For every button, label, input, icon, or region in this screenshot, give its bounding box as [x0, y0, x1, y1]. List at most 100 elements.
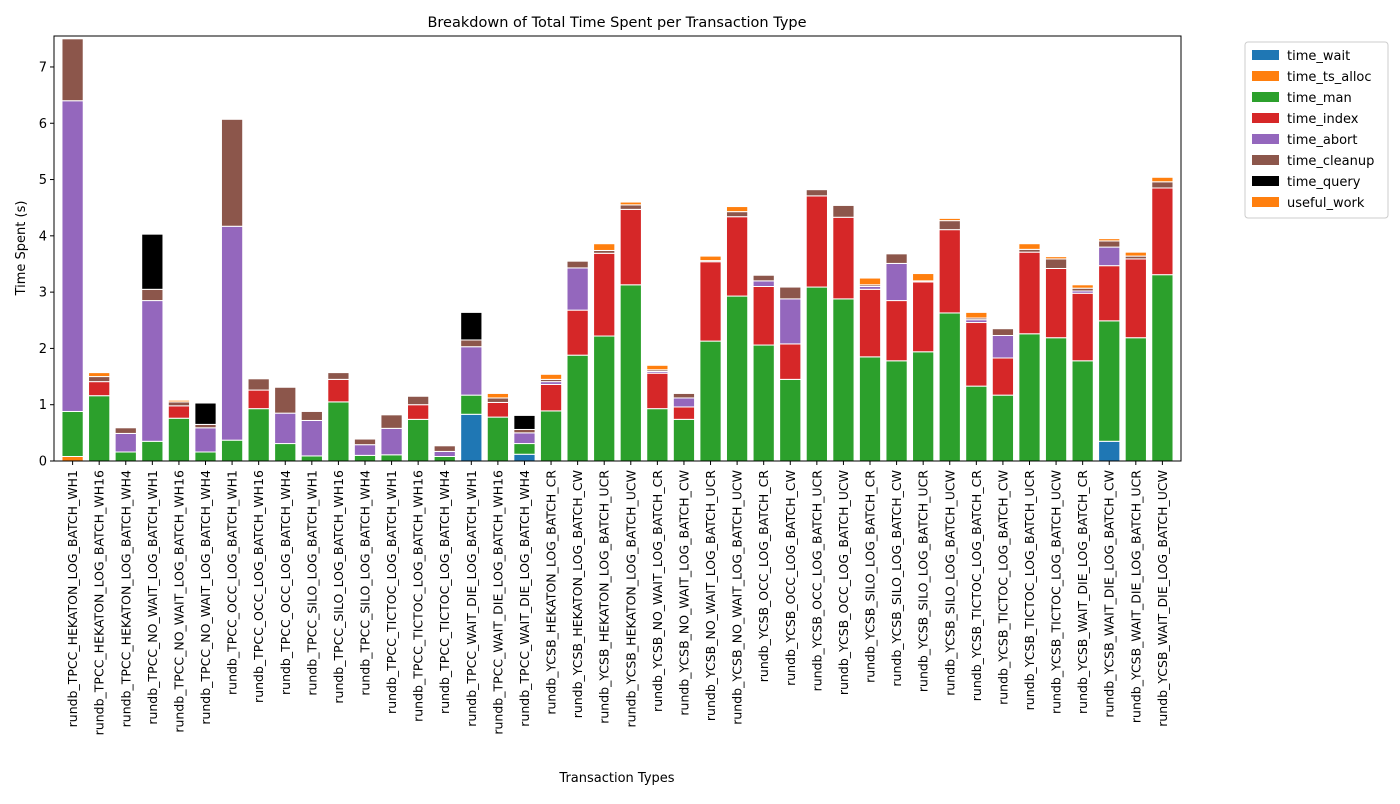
bar-segment-time_wait — [460, 413, 483, 462]
x-tick-label: rundb_TPCC_NO_WAIT_LOG_BATCH_WH4 — [198, 470, 213, 725]
x-tick-label: rundb_TPCC_WAIT_DIE_LOG_BATCH_WH16 — [490, 470, 505, 735]
x-tick-label: rundb_YCSB_WAIT_DIE_LOG_BATCH_CW — [1102, 470, 1117, 718]
bar-segment-time_cleanup — [61, 38, 84, 102]
legend-swatch — [1252, 134, 1279, 144]
x-tick-label: rundb_TPCC_HEKATON_LOG_BATCH_WH1 — [65, 470, 80, 727]
bar-segment-time_index — [593, 252, 616, 337]
bar-segment-time_man — [1124, 337, 1147, 462]
bar-segment-time_abort — [1098, 246, 1121, 267]
x-tick-label: rundb_TPCC_OCC_LOG_BATCH_WH4 — [278, 470, 293, 695]
bar-segment-time_cleanup — [300, 410, 323, 421]
bar-segment-time_abort — [141, 300, 164, 442]
bar-segment-time_man — [593, 335, 616, 462]
x-tick-label: rundb_YCSB_OCC_LOG_BATCH_UCW — [836, 470, 851, 695]
x-tick-label: rundb_TPCC_TICTOC_LOG_BATCH_WH1 — [384, 470, 399, 714]
bar-segment-useful_work — [486, 392, 510, 399]
x-tick-label: rundb_YCSB_TICTOC_LOG_BATCH_UCW — [1049, 470, 1064, 714]
bar-segment-time_man — [380, 454, 403, 462]
bar-segment-time_index — [1124, 258, 1147, 339]
bar-segment-time_abort — [433, 450, 456, 457]
bar-segment-useful_work — [1124, 251, 1147, 257]
bar-segment-time_cleanup — [220, 118, 244, 227]
bar-segment-time_abort — [460, 346, 483, 396]
legend-label: time_ts_alloc — [1287, 70, 1372, 85]
bar-segment-time_abort — [672, 397, 696, 408]
bar-segment-useful_work — [593, 243, 616, 251]
bar-segment-time_man — [672, 418, 696, 462]
bar-segment-time_index — [88, 381, 111, 397]
bar-segment-time_man — [407, 418, 430, 462]
bar-segment-time_cleanup — [619, 204, 642, 210]
bar-segment-time_cleanup — [88, 376, 111, 383]
bar-segment-time_index — [699, 261, 722, 342]
bar-segment-time_man — [858, 356, 882, 462]
x-tick-label: rundb_YCSB_SILO_LOG_BATCH_UCW — [942, 470, 957, 696]
legend-label: useful_work — [1287, 196, 1365, 211]
bar-segment-time_abort — [194, 427, 217, 453]
bar-segment-time_man — [699, 340, 722, 462]
bar-segment-time_man — [779, 378, 802, 462]
y-tick-label: 4 — [39, 229, 47, 244]
x-tick-label: rundb_YCSB_OCC_LOG_BATCH_UCR — [809, 470, 824, 692]
bar-segment-useful_work — [1018, 243, 1041, 250]
y-tick-label: 1 — [39, 398, 47, 413]
bar-segment-useful_work — [1098, 238, 1121, 242]
bar-segment-time_abort — [274, 412, 297, 445]
x-tick-label: rundb_TPCC_SILO_LOG_BATCH_WH1 — [304, 470, 319, 696]
legend-swatch — [1252, 50, 1279, 60]
bar-segment-time_cleanup — [380, 414, 403, 429]
bar-segment-time_man — [61, 410, 84, 457]
bar-segment-time_man — [220, 439, 244, 462]
y-tick-label: 5 — [39, 173, 47, 188]
legend-frame — [1244, 41, 1389, 219]
bar-segment-useful_work — [167, 399, 191, 403]
bar-segment-time_index — [619, 208, 642, 286]
x-tick-label: rundb_TPCC_WAIT_DIE_LOG_BATCH_WH1 — [464, 470, 479, 727]
bar-segment-time_man — [486, 416, 510, 462]
bar-segment-time_man — [752, 344, 775, 462]
x-tick-label: rundb_YCSB_HEKATON_LOG_BATCH_CW — [570, 470, 585, 718]
bar-segment-time_man — [274, 443, 297, 462]
bar-segment-time_man — [327, 401, 350, 462]
bar-segment-time_abort — [752, 280, 775, 287]
x-tick-label: rundb_YCSB_WAIT_DIE_LOG_BATCH_CR — [1075, 470, 1090, 714]
x-tick-label: rundb_YCSB_NO_WAIT_LOG_BATCH_CR — [650, 470, 665, 712]
bar-segment-time_index — [1151, 187, 1174, 276]
bar-segment-time_man — [885, 360, 908, 462]
bar-segment-time_index — [486, 401, 510, 418]
bar-segment-time_cleanup — [407, 395, 430, 406]
x-tick-label: rundb_TPCC_HEKATON_LOG_BATCH_WH4 — [118, 470, 133, 727]
bar-segment-time_query — [141, 233, 164, 290]
bar-segment-time_cleanup — [832, 204, 855, 218]
bar-segment-time_index — [938, 229, 961, 314]
bar-segment-time_man — [194, 451, 217, 462]
y-tick-label: 0 — [39, 455, 47, 470]
bar-segment-time_cleanup — [141, 288, 164, 302]
y-tick-label: 3 — [39, 286, 47, 301]
bar-segment-time_man — [1071, 360, 1094, 462]
bar-segment-useful_work — [938, 217, 961, 222]
bar-segment-time_man — [566, 354, 589, 462]
bar-segment-time_wait — [513, 453, 536, 462]
bar-segment-time_abort — [380, 427, 403, 456]
legend-label: time_wait — [1287, 49, 1350, 64]
bar-segment-time_man — [991, 394, 1015, 462]
bar-segment-time_man — [805, 286, 828, 462]
bar-segment-time_man — [832, 298, 855, 462]
x-tick-label: rundb_YCSB_SILO_LOG_BATCH_CR — [863, 470, 878, 683]
bar-segment-time_query — [513, 414, 536, 430]
bar-segment-time_index — [1071, 292, 1094, 362]
bar-segment-time_index — [991, 357, 1015, 396]
bar-segment-time_cleanup — [1151, 181, 1174, 189]
x-tick-label: rundb_TPCC_OCC_LOG_BATCH_WH1 — [225, 470, 240, 695]
bar-segment-time_abort — [991, 334, 1015, 359]
bar-segment-time_index — [167, 405, 191, 419]
bar-segment-time_query — [194, 402, 217, 425]
bar-segment-time_cleanup — [433, 445, 456, 452]
bar-segment-time_man — [619, 284, 642, 462]
bar-segment-time_abort — [779, 298, 802, 345]
bar-segment-time_man — [1151, 274, 1174, 462]
bar-segment-time_man — [725, 295, 749, 462]
bar-segment-time_index — [912, 281, 935, 353]
bar-segment-time_abort — [566, 267, 589, 311]
